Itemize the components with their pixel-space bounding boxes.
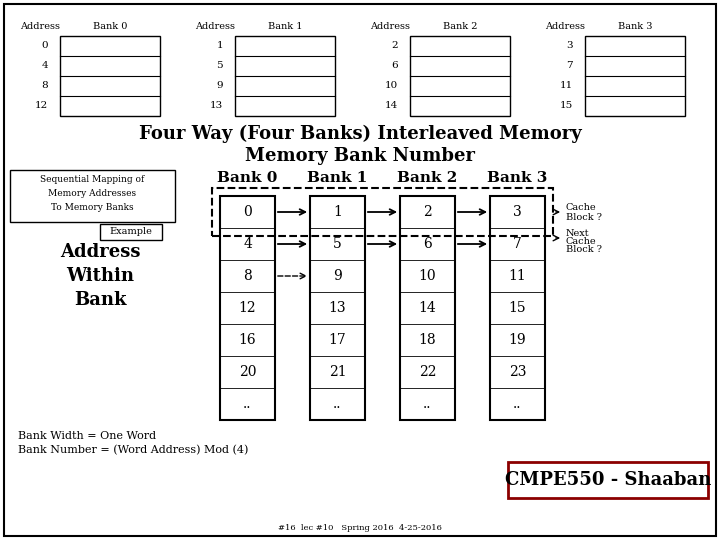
Text: 2: 2 (392, 42, 398, 51)
Text: Bank: Bank (73, 291, 126, 309)
Text: 13: 13 (210, 102, 223, 111)
Text: Memory Bank Number: Memory Bank Number (245, 147, 475, 165)
Text: CMPE550 - Shaaban: CMPE550 - Shaaban (505, 471, 711, 489)
Bar (220, 196, 275, 420)
Text: Bank 1: Bank 1 (307, 171, 368, 185)
Text: 20: 20 (239, 365, 256, 379)
Text: 6: 6 (392, 62, 398, 71)
Text: 5: 5 (333, 237, 342, 251)
Text: Bank Number = (Word Address) Mod (4): Bank Number = (Word Address) Mod (4) (18, 445, 248, 455)
Bar (100, 224, 162, 240)
Text: Address: Address (545, 22, 585, 31)
Text: Bank 2: Bank 2 (397, 171, 458, 185)
Bar (508, 462, 708, 498)
Text: Bank Width = One Word: Bank Width = One Word (18, 431, 156, 441)
Text: 10: 10 (419, 269, 436, 283)
Text: 14: 14 (418, 301, 436, 315)
Text: 4: 4 (41, 62, 48, 71)
Text: 12: 12 (35, 102, 48, 111)
Text: 13: 13 (329, 301, 346, 315)
Text: Bank 2: Bank 2 (443, 22, 477, 31)
Text: Sequential Mapping of: Sequential Mapping of (40, 176, 145, 185)
Text: 0: 0 (243, 205, 252, 219)
Text: 1: 1 (217, 42, 223, 51)
Text: 15: 15 (509, 301, 526, 315)
Text: 4: 4 (243, 237, 252, 251)
Text: 3: 3 (567, 42, 573, 51)
Text: 5: 5 (217, 62, 223, 71)
Text: 6: 6 (423, 237, 432, 251)
Text: Block ?: Block ? (566, 213, 602, 222)
Text: ..: .. (423, 397, 432, 411)
Bar (310, 196, 365, 420)
Text: 23: 23 (509, 365, 526, 379)
Text: ..: .. (243, 397, 252, 411)
Bar (400, 196, 455, 420)
Text: 7: 7 (567, 62, 573, 71)
Text: Address: Address (60, 243, 140, 261)
Bar (60, 36, 160, 116)
Text: 12: 12 (239, 301, 256, 315)
Bar (490, 196, 545, 420)
Text: Example: Example (109, 227, 153, 237)
Text: 15: 15 (559, 102, 573, 111)
Text: 8: 8 (243, 269, 252, 283)
Text: ..: .. (513, 397, 522, 411)
Text: 17: 17 (328, 333, 346, 347)
Text: Cache: Cache (566, 237, 597, 246)
Text: 1: 1 (333, 205, 342, 219)
Text: 3: 3 (513, 205, 522, 219)
Text: Bank 1: Bank 1 (268, 22, 302, 31)
Bar (585, 36, 685, 116)
Text: Bank 0: Bank 0 (217, 171, 278, 185)
Text: Block ?: Block ? (566, 245, 602, 253)
Text: Memory Addresses: Memory Addresses (48, 190, 137, 199)
Text: Bank 0: Bank 0 (93, 22, 127, 31)
Text: 18: 18 (419, 333, 436, 347)
Text: Four Way (Four Banks) Interleaved Memory: Four Way (Four Banks) Interleaved Memory (139, 125, 581, 143)
Bar (410, 36, 510, 116)
Text: Address: Address (195, 22, 235, 31)
Text: 11: 11 (559, 82, 573, 91)
Text: ..: .. (333, 397, 342, 411)
Text: 8: 8 (41, 82, 48, 91)
Text: 16: 16 (239, 333, 256, 347)
Text: 10: 10 (384, 82, 398, 91)
Text: 9: 9 (217, 82, 223, 91)
Text: Address: Address (370, 22, 410, 31)
Text: Cache: Cache (566, 204, 597, 213)
Text: 7: 7 (513, 237, 522, 251)
Text: 9: 9 (333, 269, 342, 283)
Text: 2: 2 (423, 205, 432, 219)
Bar (10, 170, 175, 222)
Text: Within: Within (66, 267, 134, 285)
Text: 21: 21 (329, 365, 346, 379)
Text: Bank 3: Bank 3 (487, 171, 548, 185)
Bar (212, 188, 553, 236)
Text: To Memory Banks: To Memory Banks (51, 204, 134, 213)
Text: Bank 3: Bank 3 (618, 22, 652, 31)
Text: #16  lec #10   Spring 2016  4-25-2016: #16 lec #10 Spring 2016 4-25-2016 (278, 524, 442, 532)
Text: Address: Address (20, 22, 60, 31)
Bar (235, 36, 335, 116)
Text: 19: 19 (509, 333, 526, 347)
Text: 22: 22 (419, 365, 436, 379)
Text: 0: 0 (41, 42, 48, 51)
Text: 11: 11 (508, 269, 526, 283)
Text: 14: 14 (384, 102, 398, 111)
Text: Next: Next (566, 228, 590, 238)
